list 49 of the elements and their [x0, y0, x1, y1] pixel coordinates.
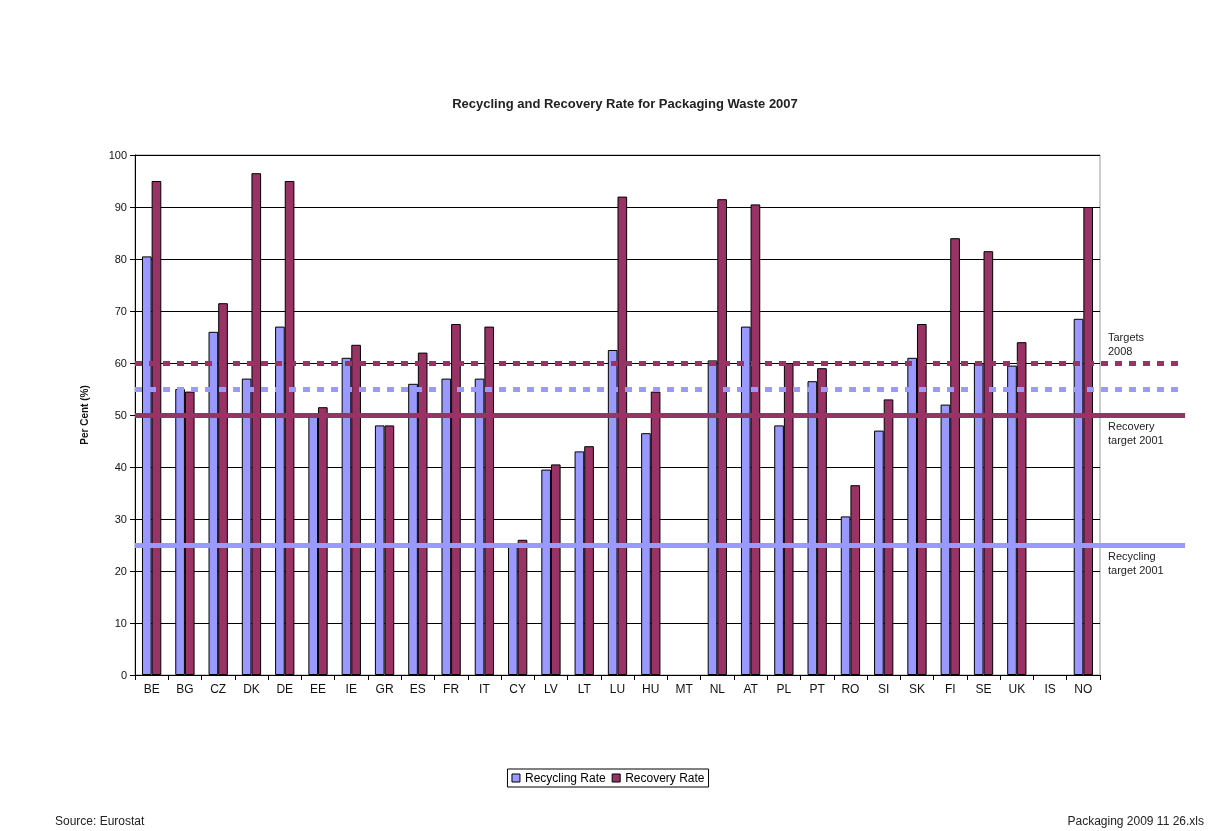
x-tick-label: EE [310, 682, 327, 696]
x-tick-label: RO [841, 682, 860, 696]
ref-line-label: Recycling target 2001 [1108, 550, 1164, 576]
y-axis-title: Per Cent (%) [78, 385, 90, 445]
x-tick-label: ES [409, 682, 426, 696]
ref-line-label: Targets 2008 [1108, 331, 1148, 357]
legend-label: Recovery Rate [625, 771, 705, 785]
x-tick-label: NL [709, 682, 726, 696]
x-tick-label: HU [642, 682, 660, 696]
x-tick-label: AT [743, 682, 759, 696]
x-tick-label: PT [809, 682, 826, 696]
x-tick-label: SK [908, 682, 925, 696]
chart-title: Recycling and Recovery Rate for Packaging Waste 2007 [452, 96, 798, 111]
y-tick-label: 100 [108, 149, 127, 161]
x-tick-label: IE [345, 682, 357, 696]
x-tick-label: MT [675, 682, 694, 696]
source-note: Source: Eurostat [55, 814, 146, 828]
x-tick-label: GR [375, 682, 394, 696]
x-tick-label: SI [878, 682, 890, 696]
y-tick-label: 50 [114, 409, 127, 421]
x-tick-label: PL [776, 682, 792, 696]
y-tick-label: 20 [114, 565, 127, 577]
y-tick-label: 90 [114, 201, 127, 213]
x-tick-label: FR [443, 682, 460, 696]
x-tick-label: IT [479, 682, 491, 696]
x-tick-label: LU [609, 682, 626, 696]
x-tick-label: NO [1074, 682, 1093, 696]
x-tick-label: DK [243, 682, 260, 696]
x-tick-label: LV [544, 682, 558, 696]
x-tick-label: SE [975, 682, 992, 696]
x-tick-label: LT [577, 682, 592, 696]
y-tick-label: 70 [114, 305, 127, 317]
text: Packaging 2009 11 26.xls [1067, 814, 1205, 828]
y-tick-label: 80 [114, 253, 127, 265]
x-tick-label: CZ [210, 682, 227, 696]
x-tick-label: BG [176, 682, 194, 696]
x-tick-label: CY [509, 682, 527, 696]
y-tick-label: 30 [114, 513, 127, 525]
x-tick-label: BE [143, 682, 160, 696]
x-tick-label: FI [944, 682, 956, 696]
y-tick-label: 60 [114, 357, 127, 369]
y-tick-label: 10 [114, 617, 127, 629]
x-tick-label: DE [276, 682, 294, 696]
x-tick-label: IS [1044, 682, 1056, 696]
y-tick-label: 40 [114, 461, 127, 473]
x-tick-label: UK [1008, 682, 1026, 696]
y-tick-label: 0 [120, 669, 127, 681]
ref-line-label: Recovery target 2001 [1108, 420, 1164, 446]
legend-label: Recycling Rate [524, 771, 606, 785]
